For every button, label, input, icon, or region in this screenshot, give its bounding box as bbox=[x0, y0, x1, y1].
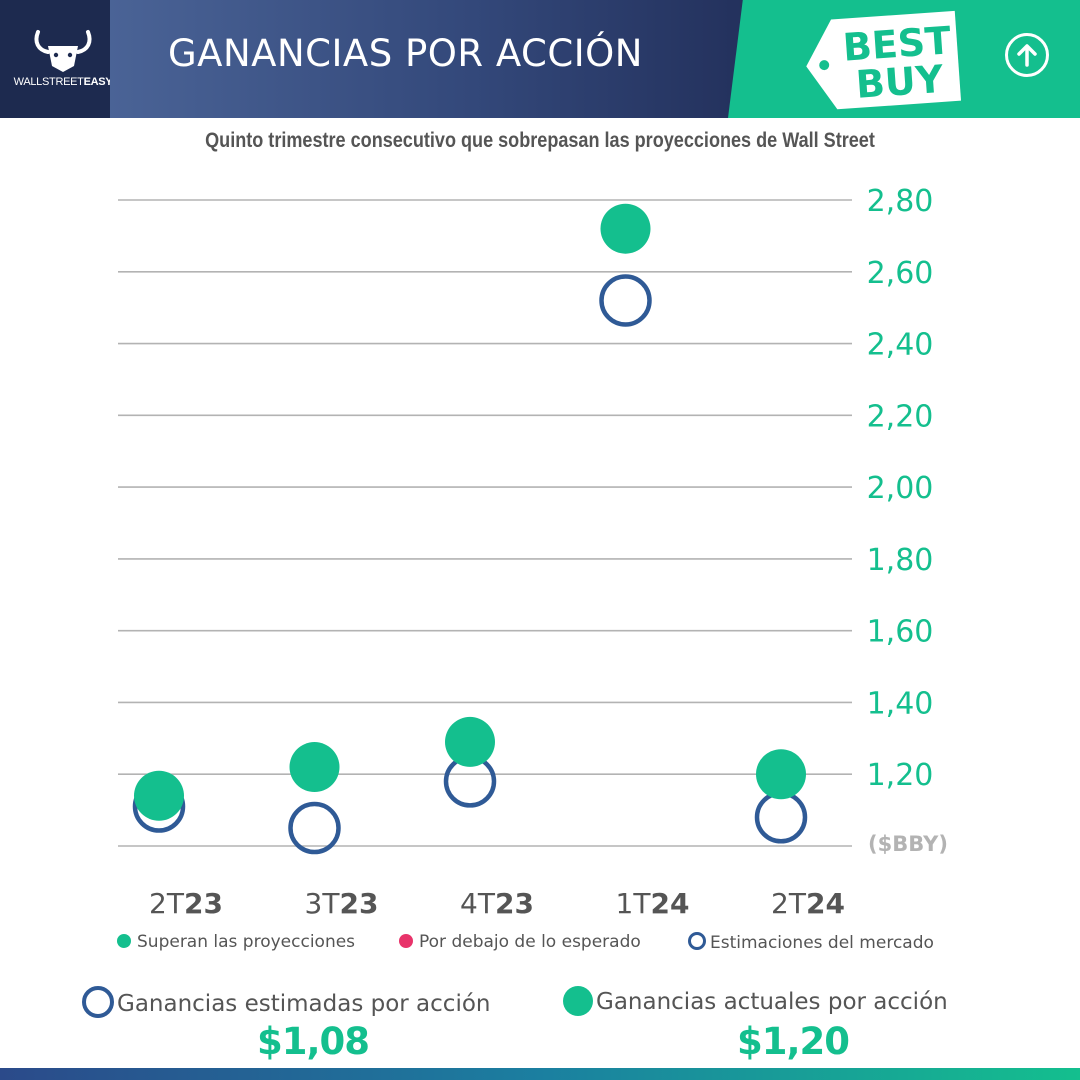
x-tick-year: 23 bbox=[495, 887, 534, 920]
y-tick-label: 2,00 bbox=[867, 471, 934, 506]
chart-marks bbox=[132, 203, 808, 855]
green-dot-icon bbox=[117, 934, 131, 948]
estimate-ring bbox=[599, 274, 652, 327]
bottom-accent-bar bbox=[0, 1068, 1080, 1080]
title-band bbox=[110, 0, 770, 118]
estimate-ring bbox=[754, 791, 808, 844]
x-tick-prefix: 3T bbox=[305, 887, 341, 920]
x-tick-label: 2T23 bbox=[149, 887, 223, 920]
x-tick-year: 24 bbox=[650, 887, 689, 920]
estimated-eps-text: Ganancias estimadas por acción bbox=[117, 991, 491, 1017]
logo-text-bold: EASY bbox=[83, 76, 113, 88]
legend-label: Estimaciones del mercado bbox=[710, 933, 934, 953]
x-tick-label: 4T23 bbox=[460, 887, 534, 920]
estimate-ring bbox=[288, 801, 341, 855]
y-tick-label: 2,40 bbox=[867, 328, 934, 363]
brand-logo: WALLSTREETEASY bbox=[0, 0, 126, 118]
x-tick-prefix: 4T bbox=[460, 887, 496, 920]
x-tick-year: 24 bbox=[806, 887, 845, 920]
actual-eps-label: Ganancias actuales por acción bbox=[563, 986, 948, 1016]
arrow-up-circle-icon[interactable] bbox=[1005, 33, 1049, 77]
x-axis-ticks: 2T23 3T23 4T23 1T24 2T24 bbox=[149, 887, 845, 920]
actual-dot bbox=[756, 749, 806, 800]
red-dot-icon bbox=[399, 934, 413, 948]
page-title: GANANCIAS POR ACCIÓN bbox=[168, 32, 643, 75]
x-tick-prefix: 1T bbox=[616, 887, 652, 920]
y-tick-label: 2,80 bbox=[867, 184, 934, 219]
estimated-eps-label: Ganancias estimadas por acción bbox=[82, 986, 490, 1018]
y-axis-ticks: 2,80 2,60 2,40 2,20 2,00 1,80 1,60 1,40 1,20 bbox=[867, 184, 934, 793]
header: WALLSTREETEASY GANANCIAS POR ACCIÓN BEST… bbox=[0, 0, 1080, 118]
x-tick-year: 23 bbox=[339, 887, 378, 920]
y-tick-label: 1,80 bbox=[867, 543, 934, 578]
actual-eps-value: $1,20 bbox=[737, 1020, 850, 1063]
logo-text-light: WALLSTREET bbox=[13, 76, 84, 88]
blue-ring-icon bbox=[688, 932, 706, 950]
blue-ring-icon bbox=[82, 986, 114, 1018]
x-tick-prefix: 2T bbox=[771, 887, 807, 920]
eps-chart: 2,80 2,60 2,40 2,20 2,00 1,80 1,60 1,40 1,20 ($B… bbox=[118, 184, 948, 920]
y-tick-label: 1,60 bbox=[867, 615, 934, 650]
y-unit-label: ($BBY) bbox=[868, 832, 948, 856]
y-tick-label: 2,20 bbox=[867, 399, 934, 434]
green-dot-icon bbox=[563, 986, 593, 1016]
arrow-up-glyph bbox=[1017, 44, 1037, 67]
chart-grid bbox=[118, 199, 852, 847]
brand-line2: BUY bbox=[854, 57, 945, 107]
best-buy-tag-logo: BEST BUY bbox=[806, 10, 962, 110]
x-tick-year: 23 bbox=[184, 887, 223, 920]
actual-dot bbox=[289, 742, 340, 793]
y-tick-label: 2,60 bbox=[867, 256, 934, 291]
legend-item-estimaciones: Estimaciones del mercado bbox=[688, 932, 934, 953]
legend-item-debajo: Por debajo de lo esperado bbox=[399, 932, 641, 952]
chart-subtitle: Quinto trimestre consecutivo que sobrepa… bbox=[205, 129, 875, 152]
y-tick-label: 1,40 bbox=[867, 686, 934, 721]
logo-text: WALLSTREETEASY bbox=[0, 76, 126, 88]
x-tick-label: 1T24 bbox=[616, 887, 690, 920]
brand-line1: BEST bbox=[841, 18, 952, 69]
x-tick-label: 3T23 bbox=[305, 887, 379, 920]
actual-dot bbox=[445, 716, 495, 767]
estimated-eps-value: $1,08 bbox=[257, 1020, 370, 1063]
x-tick-label: 2T24 bbox=[771, 887, 845, 920]
actual-eps-text: Ganancias actuales por acción bbox=[596, 989, 948, 1015]
legend-label: Por debajo de lo esperado bbox=[419, 932, 641, 952]
legend-label: Superan las proyecciones bbox=[137, 932, 356, 952]
actual-dot bbox=[134, 770, 184, 821]
y-tick-label: 1,20 bbox=[867, 758, 934, 793]
actual-dot bbox=[600, 203, 651, 254]
bull-icon bbox=[34, 30, 92, 72]
legend-item-superan: Superan las proyecciones bbox=[117, 932, 355, 952]
x-tick-prefix: 2T bbox=[149, 887, 185, 920]
